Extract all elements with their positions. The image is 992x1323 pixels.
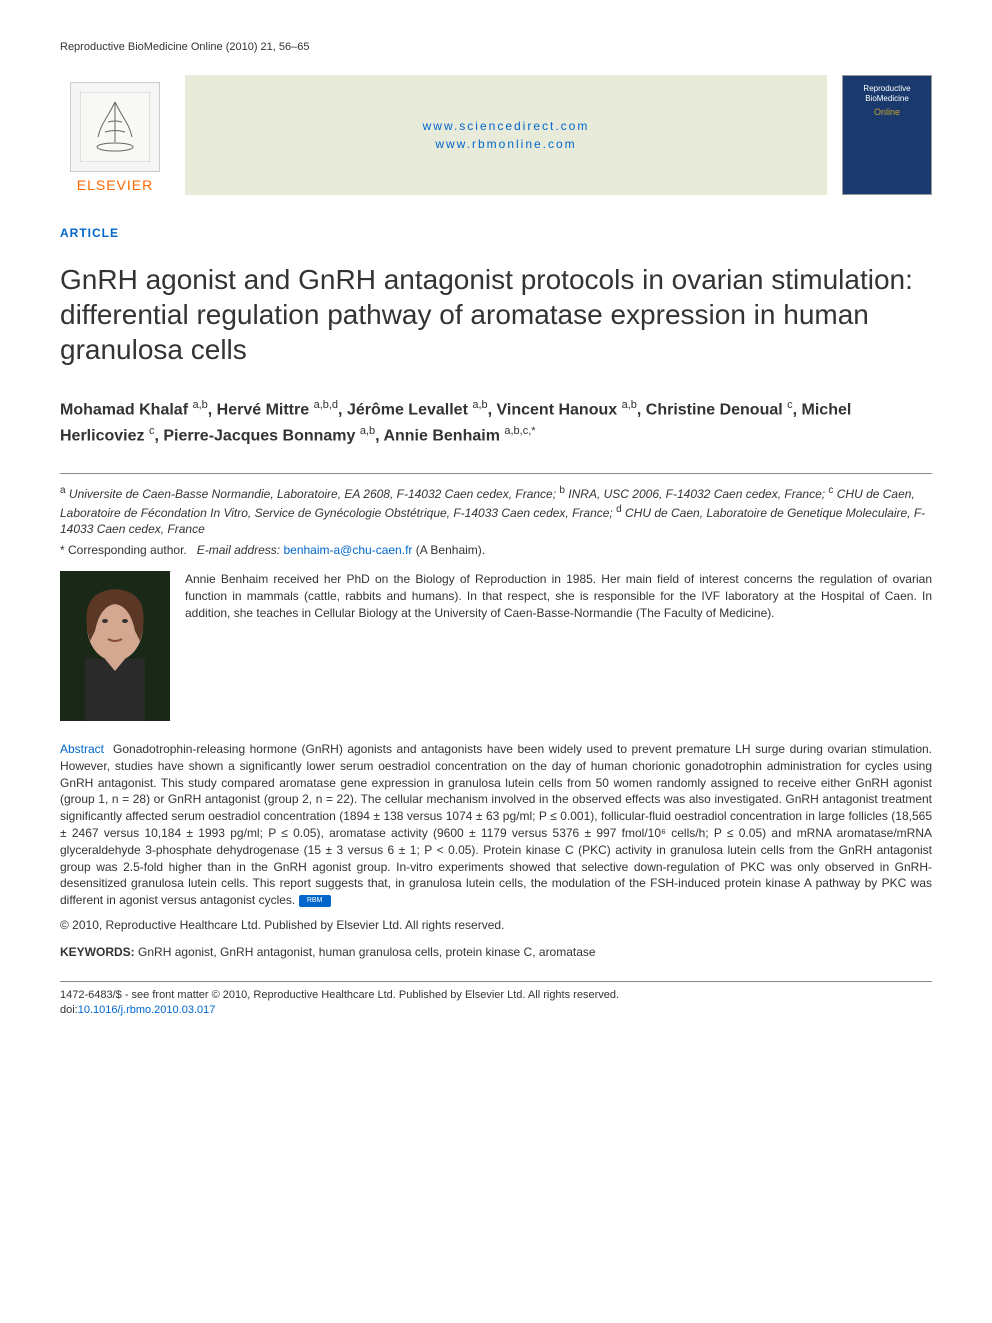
footer: 1472-6483/$ - see front matter © 2010, R… (60, 988, 932, 1019)
abstract: Abstract Gonadotrophin-releasing hormone… (60, 741, 932, 909)
corresponding-prefix: * Corresponding author. (60, 543, 187, 557)
sciencedirect-link[interactable]: www.sciencedirect.com (423, 118, 590, 135)
email-label: E-mail address: (197, 543, 280, 557)
corresponding-email-link[interactable]: benhaim-a@chu-caen.fr (283, 543, 412, 557)
rbmonline-link[interactable]: www.rbmonline.com (435, 136, 576, 153)
copyright-line: © 2010, Reproductive Healthcare Ltd. Pub… (60, 917, 932, 934)
header-row: ELSEVIER www.sciencedirect.com www.rbmon… (60, 75, 932, 195)
keywords: KEYWORDS: GnRH agonist, GnRH antagonist,… (60, 944, 932, 961)
center-banner: www.sciencedirect.com www.rbmonline.com (185, 75, 827, 195)
rbm-badge-icon: RBM (299, 895, 331, 907)
journal-cover: Reproductive BioMedicine Online (842, 75, 932, 195)
corresponding-suffix: (A Benhaim). (416, 543, 485, 557)
author-bio-row: Annie Benhaim received her PhD on the Bi… (60, 571, 932, 721)
abstract-text: Gonadotrophin-releasing hormone (GnRH) a… (60, 742, 932, 907)
corresponding-author: * Corresponding author. E-mail address: … (60, 542, 932, 559)
journal-cover-subtitle: Online (874, 106, 900, 119)
article-title: GnRH agonist and GnRH antagonist protoco… (60, 262, 932, 367)
author-bio-text: Annie Benhaim received her PhD on the Bi… (185, 571, 932, 721)
authors: Mohamad Khalaf a,b, Hervé Mittre a,b,d, … (60, 397, 932, 448)
article-label: ARTICLE (60, 225, 932, 242)
doi-link[interactable]: 10.1016/j.rbmo.2010.03.017 (78, 1004, 216, 1016)
elsevier-text: ELSEVIER (77, 176, 153, 196)
footer-doi: doi:10.1016/j.rbmo.2010.03.017 (60, 1003, 932, 1018)
elsevier-logo: ELSEVIER (60, 75, 170, 195)
abstract-label: Abstract (60, 742, 104, 756)
doi-prefix: doi: (60, 1004, 78, 1016)
elsevier-tree-icon (70, 82, 160, 172)
running-head: Reproductive BioMedicine Online (2010) 2… (60, 40, 932, 55)
keywords-label: KEYWORDS: (60, 945, 135, 959)
author-photo (60, 571, 170, 721)
footer-front-matter: 1472-6483/$ - see front matter © 2010, R… (60, 988, 932, 1003)
footer-divider (60, 981, 932, 982)
keywords-text: GnRH agonist, GnRH antagonist, human gra… (138, 945, 596, 959)
journal-cover-title: Reproductive BioMedicine (843, 84, 931, 103)
affiliations: a Universite de Caen-Basse Normandie, La… (60, 484, 932, 538)
divider (60, 473, 932, 474)
